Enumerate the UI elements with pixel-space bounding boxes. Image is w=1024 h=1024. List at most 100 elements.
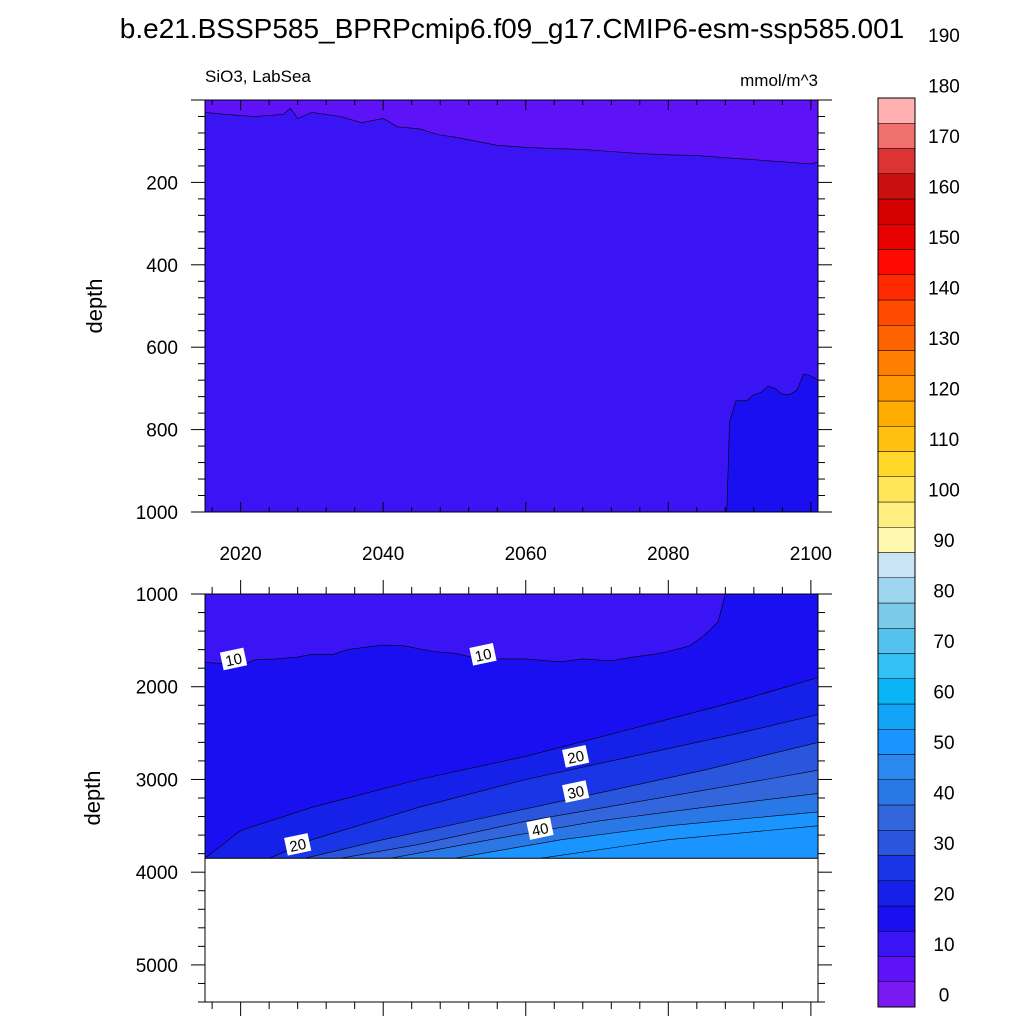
- colorbar: 0 10 20 30 40 50 60 70 80 90 100 110 120 130 140 150 160…: [877, 26, 960, 1008]
- colorbar-label: 150: [928, 228, 960, 249]
- colorbar-label: 20: [933, 884, 954, 905]
- colorbar-swatch: [877, 905, 916, 932]
- colorbar-label: 80: [933, 581, 954, 602]
- contour-label: 10: [469, 642, 497, 666]
- contour-line: [390, 793, 819, 859]
- colorbar-swatch: [877, 880, 916, 907]
- contour-label-text: 10: [224, 650, 244, 670]
- y-tick-label: 2000: [136, 678, 178, 699]
- colorbar-label: 40: [933, 783, 954, 804]
- colorbar-swatch: [877, 501, 916, 528]
- contour-label-text: 10: [473, 646, 493, 666]
- contour-label-text: 30: [566, 783, 586, 803]
- colorbar-swatch: [877, 552, 916, 578]
- colorbar-label: 10: [933, 935, 954, 956]
- y-tick-label: 600: [146, 338, 178, 359]
- level-fill: [540, 825, 818, 859]
- contour-line: [204, 107, 819, 165]
- colorbar-swatch: [877, 375, 916, 402]
- figure-title: b.e21.BSSP585_BPRPcmip6.f09_g17.CMIP6-es…: [120, 13, 904, 44]
- bulk-fill: [205, 100, 818, 512]
- colorbar-label: 180: [928, 76, 960, 97]
- colorbar-label: 140: [928, 278, 960, 299]
- surface-layer-fill: [205, 100, 818, 164]
- contour-label-text: 20: [566, 748, 586, 768]
- colorbar-swatch: [877, 274, 916, 301]
- contour-label: 20: [284, 833, 312, 856]
- colorbar-swatch: [877, 981, 916, 1008]
- x-tick-label: 2020: [219, 544, 261, 565]
- plot-frame: [204, 99, 819, 513]
- colorbar-swatch: [877, 451, 916, 477]
- colorbar-label: 110: [929, 430, 959, 451]
- deep-high-fill: [726, 374, 818, 512]
- contour-line: [340, 769, 819, 859]
- colorbar-swatch: [877, 804, 916, 831]
- variable-region-label: SiO3, LabSea: [205, 67, 311, 86]
- colorbar-swatch: [877, 325, 916, 351]
- contour-label: 10: [219, 647, 248, 670]
- contour-line: [539, 825, 819, 859]
- colorbar-label: 170: [928, 127, 960, 148]
- contour-label-text: 20: [288, 836, 308, 856]
- contour-line: [204, 677, 819, 859]
- colorbar-swatch: [877, 577, 916, 604]
- colorbar-label: 0: [939, 985, 950, 1006]
- plot-frame: [204, 593, 819, 859]
- lower-contour-labels: 10 10 20 30 40 20: [219, 642, 590, 856]
- contour-line: [269, 714, 819, 859]
- colorbar-label: 190: [928, 26, 960, 47]
- colorbar-label: 30: [933, 834, 954, 855]
- contour-line: [304, 742, 819, 859]
- colorbar-swatch: [877, 400, 916, 427]
- contour-label-text: 40: [530, 820, 550, 840]
- contour-label-bg: [526, 817, 554, 840]
- colorbar-swatch: [877, 830, 916, 856]
- x-tick-label: 2100: [790, 544, 832, 565]
- lower-depth-axis-label: depth: [80, 770, 105, 825]
- colorbar-swatch: [877, 855, 916, 881]
- upper-fills: [204, 100, 819, 513]
- y-tick-label: 800: [146, 421, 178, 442]
- colorbar-swatch: [877, 224, 916, 250]
- colorbar-swatch: [877, 931, 916, 957]
- colorbar-label: 70: [933, 632, 954, 653]
- contour-label-bg: [284, 833, 312, 856]
- contour-label-bg: [562, 744, 590, 768]
- y-tick-label: 200: [146, 173, 178, 194]
- upper-axes: 2020 2040 2060 2080 2100 200 400 600 800 1000: [136, 99, 832, 565]
- colorbar-label: 120: [928, 379, 960, 400]
- colorbar-swatch: [877, 123, 916, 149]
- x-tick-label: 2080: [647, 544, 689, 565]
- colorbar-swatch: [877, 173, 916, 200]
- contour-label: 20: [562, 744, 590, 768]
- colorbar-swatch: [877, 476, 916, 503]
- colorbar-swatch: [877, 754, 916, 780]
- colorbar-label: 60: [933, 682, 954, 703]
- contour-line: [726, 373, 819, 513]
- colorbar-swatch: [877, 426, 916, 452]
- colorbar-swatch: [877, 602, 916, 629]
- contour-label: 30: [562, 780, 590, 803]
- colorbar-swatch: [877, 350, 916, 376]
- colorbar-swatch: [877, 653, 916, 679]
- y-tick-label: 3000: [136, 770, 178, 791]
- colorbar-label: 90: [933, 531, 954, 552]
- colorbar-label: 160: [928, 177, 960, 198]
- colorbar-swatch: [877, 249, 916, 275]
- colorbar-swatch: [877, 703, 916, 730]
- colorbar-label: 100: [928, 480, 960, 501]
- colorbar-swatch: [877, 299, 916, 326]
- y-tick-label: 1000: [136, 585, 178, 606]
- x-tick-label: 2040: [362, 544, 404, 565]
- colorbar-swatch: [877, 956, 916, 982]
- y-tick-label: 1000: [136, 503, 178, 524]
- colorbar-swatch: [877, 628, 916, 654]
- contour-label: 40: [526, 817, 554, 840]
- contour-label-bg: [562, 780, 590, 803]
- colorbar-swatch: [877, 678, 916, 705]
- upper-depth-axis-label: depth: [82, 278, 107, 333]
- colorbar-label: 130: [928, 329, 960, 350]
- colorbar-swatch: [877, 198, 916, 225]
